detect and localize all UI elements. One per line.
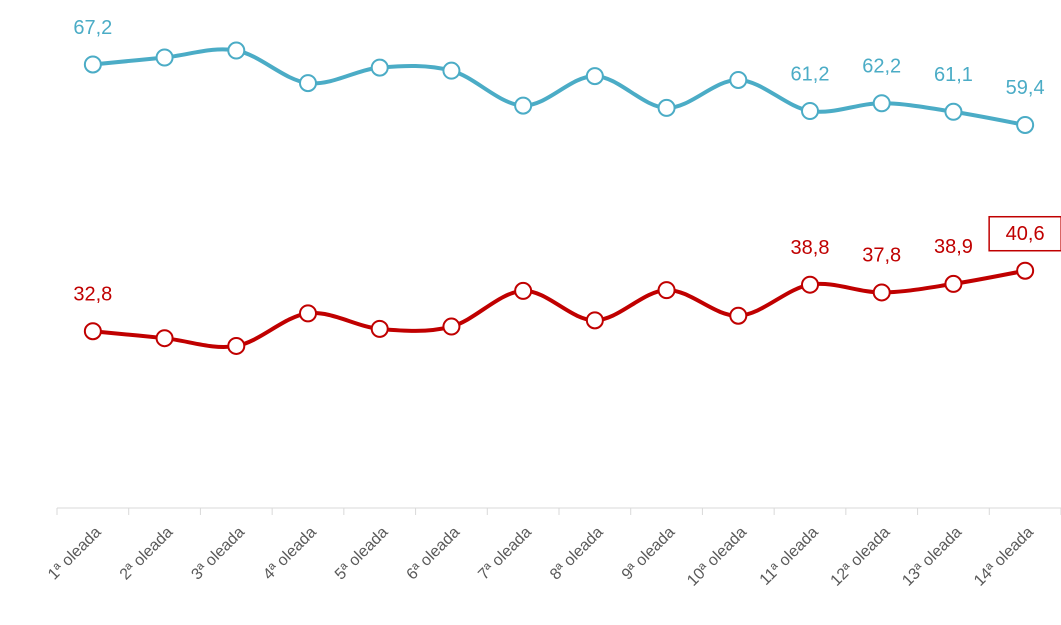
point bbox=[514, 96, 533, 115]
x-tick-label: 9ª oleada bbox=[619, 524, 679, 584]
data-label: 62,2 bbox=[862, 56, 901, 78]
x-tick-label: 6ª oleada bbox=[404, 524, 464, 584]
point bbox=[657, 281, 676, 300]
data-label: 67,2 bbox=[73, 17, 112, 39]
x-tick-label: 13ª oleada bbox=[899, 524, 965, 590]
x-tick-label: 14ª oleada bbox=[971, 524, 1037, 590]
point bbox=[657, 98, 676, 117]
data-label: 38,9 bbox=[934, 236, 973, 258]
point bbox=[585, 311, 604, 330]
series-line bbox=[92, 268, 1026, 349]
point bbox=[872, 94, 891, 113]
x-tick-label: 2ª oleada bbox=[117, 524, 177, 584]
point bbox=[944, 102, 963, 121]
point bbox=[1016, 115, 1035, 134]
point bbox=[370, 319, 389, 338]
point bbox=[729, 306, 748, 325]
point bbox=[801, 102, 819, 121]
point bbox=[155, 329, 174, 348]
data-label: 61,1 bbox=[934, 64, 973, 86]
x-tick-label: 3ª oleada bbox=[188, 524, 248, 584]
data-label: 37,8 bbox=[862, 245, 901, 267]
point bbox=[83, 322, 102, 341]
x-tick-label: 11ª oleada bbox=[757, 524, 822, 589]
label-box bbox=[988, 215, 1061, 252]
point bbox=[442, 317, 461, 336]
point bbox=[944, 274, 963, 293]
x-tick-label: 7ª oleada bbox=[475, 524, 535, 584]
point bbox=[227, 41, 246, 60]
point bbox=[872, 283, 891, 302]
point bbox=[299, 74, 317, 93]
point bbox=[155, 48, 174, 67]
x-tick-label: 4ª oleada bbox=[260, 524, 320, 584]
x-tick-label: 1ª oleada bbox=[45, 524, 105, 584]
data-label: 61,2 bbox=[791, 63, 830, 85]
x-tick-label: 5ª oleada bbox=[332, 524, 392, 584]
data-label: 32,8 bbox=[73, 283, 112, 305]
point bbox=[83, 55, 102, 74]
point bbox=[227, 336, 246, 355]
point bbox=[729, 70, 748, 89]
point bbox=[514, 281, 533, 300]
series-line bbox=[92, 47, 1026, 127]
point bbox=[801, 275, 819, 294]
data-label: 40,6 bbox=[1006, 223, 1045, 245]
point bbox=[1016, 261, 1035, 280]
x-tick-label: 10ª oleada bbox=[684, 524, 750, 590]
data-label: 59,4 bbox=[1006, 77, 1045, 99]
x-tick-label: 8ª oleada bbox=[547, 524, 607, 584]
point bbox=[585, 67, 604, 86]
point bbox=[370, 58, 389, 77]
x-tick-label: 12ª oleada bbox=[828, 524, 894, 590]
point bbox=[299, 304, 317, 323]
point bbox=[442, 61, 461, 80]
data-label: 38,8 bbox=[791, 237, 830, 259]
